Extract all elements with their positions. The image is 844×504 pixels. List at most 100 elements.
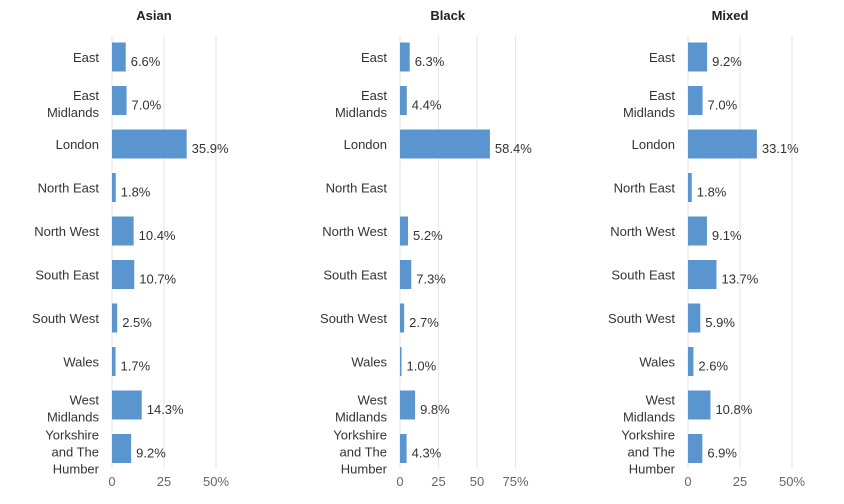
tick-label: 25 <box>733 474 747 489</box>
tick-label: 50% <box>779 474 805 489</box>
bar <box>688 86 703 115</box>
bar <box>400 129 490 159</box>
data-label: 9.2% <box>712 54 742 69</box>
bar <box>112 303 118 333</box>
data-label: 14.3% <box>147 402 184 417</box>
bar <box>112 216 134 246</box>
bar <box>112 347 116 376</box>
data-label: 10.8% <box>715 402 752 417</box>
data-label: 10.4% <box>139 228 176 243</box>
bar <box>112 390 142 420</box>
bar <box>688 347 694 376</box>
category-label: East Midlands <box>47 88 100 120</box>
bar <box>112 260 135 289</box>
tick-label: 75% <box>502 474 528 489</box>
category-label: South East <box>35 268 99 283</box>
bar <box>400 260 412 289</box>
data-label: 58.4% <box>495 141 532 156</box>
category-label: East <box>73 50 99 65</box>
category-label: South East <box>611 268 675 283</box>
category-label: South West <box>320 311 387 326</box>
bar <box>688 390 711 420</box>
data-label: 7.3% <box>416 272 446 287</box>
data-label: 1.8% <box>121 185 151 200</box>
category-label: North East <box>614 181 676 196</box>
bar <box>400 42 410 72</box>
category-label: East <box>649 50 675 65</box>
category-label: North East <box>326 181 388 196</box>
data-label: 5.2% <box>413 228 443 243</box>
category-label: North West <box>34 224 99 239</box>
data-label: 1.7% <box>121 359 151 374</box>
category-label: Yorkshire and The Humber <box>333 428 387 477</box>
bar <box>400 86 407 115</box>
data-label: 9.2% <box>136 446 166 461</box>
bar <box>688 173 692 202</box>
category-label: South East <box>323 268 387 283</box>
bar <box>112 173 116 202</box>
category-label: South West <box>32 311 99 326</box>
category-label: London <box>56 137 99 152</box>
tick-label: 0 <box>396 474 403 489</box>
bar <box>400 216 409 246</box>
category-label: North West <box>610 224 675 239</box>
bar <box>400 390 416 420</box>
data-label: 6.6% <box>131 54 161 69</box>
category-label: Wales <box>63 355 99 370</box>
category-label: West Midlands <box>335 393 388 425</box>
data-label: 4.3% <box>412 446 442 461</box>
category-label: London <box>632 137 675 152</box>
category-label: West Midlands <box>47 393 100 425</box>
bar <box>688 42 708 72</box>
panel-title: Mixed <box>712 8 749 23</box>
category-label: East <box>361 50 387 65</box>
category-label: Yorkshire and The Humber <box>621 428 675 477</box>
category-label: Yorkshire and The Humber <box>45 428 99 477</box>
panel-black: Black East 6.3% East Midlands 4.4% London 58.4%… <box>320 8 532 489</box>
category-label: London <box>344 137 387 152</box>
data-label: 4.4% <box>412 98 442 113</box>
data-label: 7.0% <box>132 98 162 113</box>
data-label: 2.7% <box>409 315 439 330</box>
data-label: 2.5% <box>122 315 152 330</box>
bar <box>112 86 127 115</box>
data-label: 9.8% <box>420 402 450 417</box>
bar <box>400 347 402 376</box>
tick-label: 0 <box>684 474 691 489</box>
data-label: 13.7% <box>721 272 758 287</box>
bar <box>688 129 757 159</box>
bar <box>112 42 126 72</box>
data-label: 33.1% <box>762 141 799 156</box>
data-label: 2.6% <box>698 359 728 374</box>
category-label: North West <box>322 224 387 239</box>
data-label: 1.0% <box>407 359 437 374</box>
data-label: 9.1% <box>712 228 742 243</box>
bar <box>400 434 407 463</box>
tick-label: 50 <box>470 474 484 489</box>
category-label: West Midlands <box>623 393 676 425</box>
data-label: 6.3% <box>415 54 445 69</box>
tick-label: 25 <box>157 474 171 489</box>
bar <box>688 260 717 289</box>
category-label: Wales <box>351 355 387 370</box>
data-label: 35.9% <box>192 141 229 156</box>
data-label: 5.9% <box>705 315 735 330</box>
panel-mixed: Mixed East 9.2% East Midlands 7.0% London 33.1%… <box>608 8 805 489</box>
category-label: East Midlands <box>623 88 676 120</box>
bar <box>112 129 187 159</box>
bar <box>112 434 132 463</box>
tick-label: 50% <box>203 474 229 489</box>
bar <box>688 216 707 246</box>
data-label: 10.7% <box>139 272 176 287</box>
panel-title: Asian <box>136 8 171 23</box>
bar <box>688 303 701 333</box>
data-label: 6.9% <box>707 446 737 461</box>
data-label: 7.0% <box>708 98 738 113</box>
data-label: 1.8% <box>697 185 727 200</box>
tick-label: 25 <box>431 474 445 489</box>
bar <box>688 434 703 463</box>
category-label: South West <box>608 311 675 326</box>
panel-asian: Asian East 6.6% East Midlands 7.0% London 35.9%… <box>32 8 229 489</box>
